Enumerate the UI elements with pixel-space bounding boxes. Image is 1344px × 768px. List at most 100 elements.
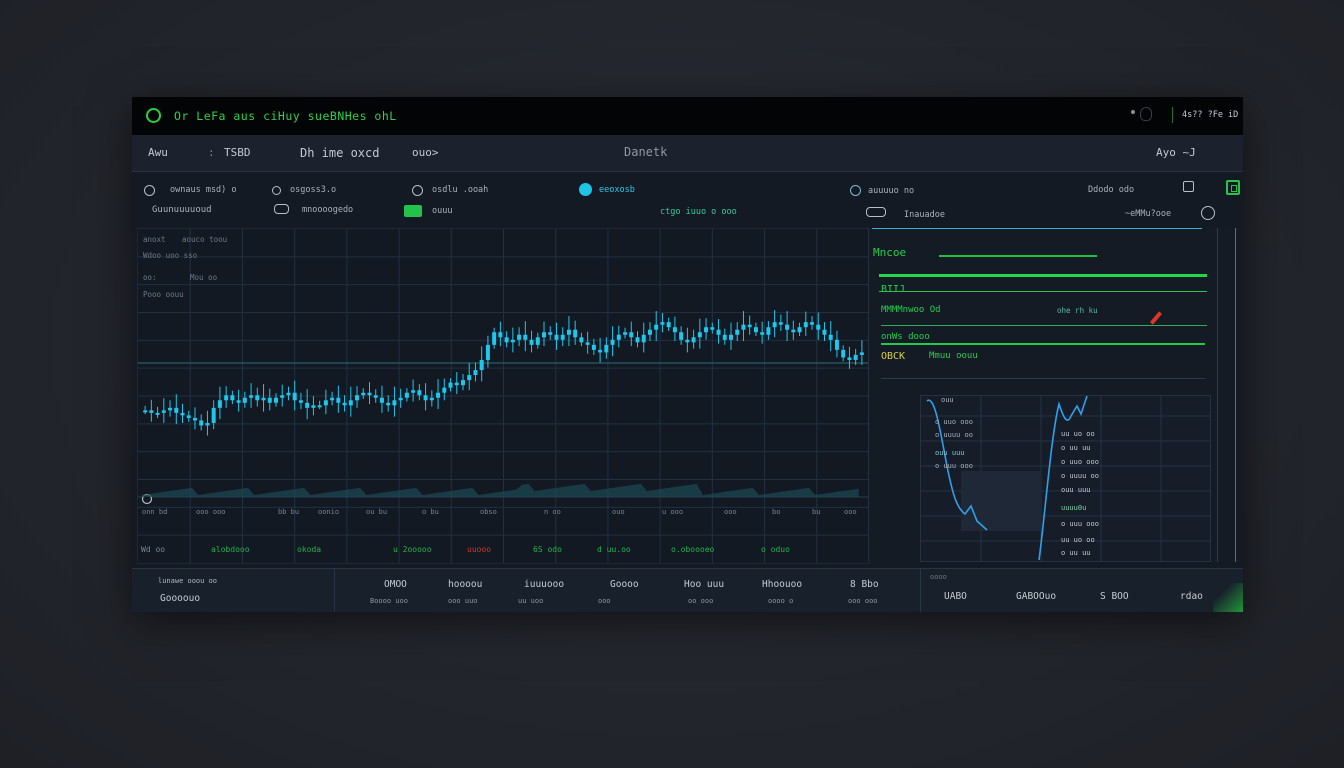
x-axis-label: bb bu	[278, 508, 300, 516]
candle-body	[504, 337, 509, 343]
candle-body	[298, 400, 303, 403]
footer-col[interactable]: iuuuooo	[524, 579, 565, 590]
toolbar-item-1[interactable]: Awu	[148, 146, 168, 159]
main-toolbar: Awu : TSBD Dh ime oxcd ouo> Danetk Ayo ~…	[132, 135, 1243, 172]
x-axis-label: ooo	[724, 508, 737, 516]
footer-col[interactable]: Hoo uuu	[684, 579, 725, 590]
candle-body	[616, 334, 621, 340]
green-panel-toggle-icon[interactable]	[1226, 180, 1240, 195]
window-icon[interactable]	[1183, 181, 1194, 192]
candle-body	[797, 327, 802, 333]
mini-chart[interactable]: ouu o uuo ooo o uuuu oo ouu uuu o uuu oo…	[920, 395, 1211, 562]
candle-body	[510, 339, 515, 343]
status-green-badge[interactable]	[404, 205, 422, 217]
candle-body	[211, 407, 216, 423]
globe-icon[interactable]	[850, 185, 861, 196]
candle-body	[305, 402, 310, 408]
candle-body	[479, 359, 484, 371]
candle-body	[379, 397, 384, 403]
x-axis-label: obso	[480, 508, 497, 516]
candle-body	[330, 397, 335, 401]
x-axis-label: n oo	[544, 508, 561, 516]
notification-dot-icon[interactable]	[1131, 110, 1135, 114]
candle-body	[654, 324, 659, 330]
candle-body	[623, 332, 628, 335]
candle-body	[448, 382, 453, 388]
footer-right-value[interactable]: rdao	[1180, 591, 1203, 602]
candle-body	[710, 327, 715, 330]
footer-right-value[interactable]: UABO	[944, 591, 967, 602]
candle-body	[697, 332, 702, 338]
toolbar-item-4[interactable]: ouo>	[412, 146, 439, 159]
candle-body	[205, 422, 210, 426]
ticker-item: uuooo	[467, 545, 492, 554]
ticker-item: o.oboooeo	[671, 545, 715, 554]
footer-col[interactable]: hoooou	[448, 579, 483, 590]
depth-label: Mncoe	[873, 246, 907, 259]
mini-value: o uu uu	[1061, 444, 1091, 452]
ticker-item: d uu.oo	[597, 545, 631, 554]
footer-right-value[interactable]: GABOOuo	[1016, 591, 1057, 602]
info-a6: Ddodo odo	[1088, 185, 1135, 195]
footer-col[interactable]: Goooo	[610, 579, 639, 590]
price-chart-panel[interactable]: anoxt aouco toou Wdoo uoo sso oo: Mou oo…	[137, 228, 870, 564]
candle-body	[803, 322, 808, 328]
candle-body	[535, 337, 540, 345]
candle-body	[454, 382, 459, 386]
candle-body	[236, 400, 241, 403]
live-indicator-icon[interactable]	[579, 183, 592, 196]
toolbar-separator: :	[208, 146, 215, 159]
mini-row: ouu uuu	[935, 449, 965, 457]
candle-body	[423, 395, 428, 401]
candle-body	[473, 370, 478, 376]
candle-body	[585, 342, 590, 345]
x-axis-label: ooo ooo	[196, 508, 226, 516]
candle-body	[847, 357, 852, 360]
account-icon[interactable]	[1140, 107, 1152, 121]
mini-value: o uuuu oo	[1061, 472, 1099, 480]
footer-col[interactable]: 8 Bbo	[850, 579, 879, 590]
info-b5: Inauadoe	[904, 210, 945, 220]
candle-body	[660, 322, 665, 325]
footer-sub: oooo o	[768, 597, 794, 605]
toolbar-item-3[interactable]: Dh ime oxcd	[300, 146, 380, 160]
candle-body	[373, 395, 378, 398]
title-bar: Or LeFa aus ciHuy sueBNHes ohL 4s?? ?Fe …	[132, 97, 1243, 135]
order-book-panel[interactable]: Mncoe BIIJ MMMMnwoo Od ohe rh ku onWs do…	[868, 228, 1239, 562]
candle-body	[741, 324, 746, 330]
candle-body	[336, 397, 341, 403]
candle-body	[672, 327, 677, 333]
candle-body	[641, 334, 646, 343]
candlestick-chart[interactable]	[138, 229, 869, 563]
info-circle-icon	[144, 185, 155, 196]
candle-body	[834, 339, 839, 350]
x-axis-label: onn bd	[142, 508, 168, 516]
candle-body	[704, 327, 709, 333]
x-axis-label: ouo	[612, 508, 625, 516]
depth-rule	[881, 378, 1205, 379]
candle-body	[442, 387, 447, 393]
candle-body	[735, 329, 740, 335]
title-divider	[1172, 107, 1173, 123]
candle-body	[591, 344, 596, 350]
footer-col[interactable]: Hhoouoo	[762, 579, 803, 590]
candle-body	[249, 395, 254, 398]
mini-value: uu uo oo	[1061, 430, 1095, 438]
info-a2: osgoss3.o	[290, 185, 337, 195]
footer-right-value[interactable]: S BOO	[1100, 591, 1129, 602]
settings-gear-icon[interactable]	[1201, 206, 1215, 220]
footer-sub: Boooo uoo	[370, 597, 408, 605]
info-a5: auuuuo no	[868, 186, 915, 196]
info-circle-icon	[412, 185, 423, 196]
legend-item: anoxt	[143, 235, 166, 244]
candle-body	[485, 344, 490, 360]
toolbar-right-control[interactable]: Ayo ~J	[1156, 146, 1196, 159]
footer-col[interactable]: OMOO	[384, 579, 407, 590]
candle-body	[766, 327, 771, 335]
mini-value: o uuo ooo	[1061, 458, 1099, 466]
ticker-item: okoda	[297, 545, 322, 554]
candle-body	[573, 329, 578, 338]
info-b2: mnoooogedo	[302, 205, 354, 215]
toolbar-item-2[interactable]: TSBD	[224, 146, 251, 159]
depth-label: onWs dooo	[881, 332, 930, 342]
